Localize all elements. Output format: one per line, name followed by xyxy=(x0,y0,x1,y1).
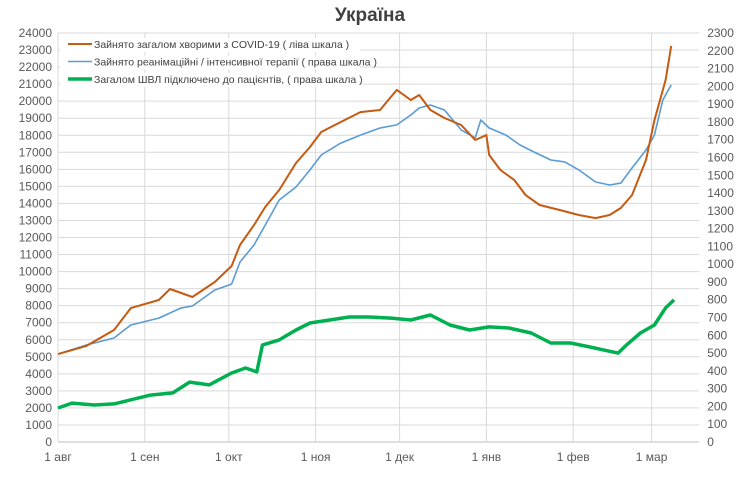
right-tick-label: 1100 xyxy=(707,239,733,253)
gridlines xyxy=(57,32,700,443)
left-tick-label: 23000 xyxy=(19,43,53,57)
left-tick-label: 2000 xyxy=(25,401,52,415)
right-tick-label: 900 xyxy=(707,275,727,289)
x-tick-label: 1 янв xyxy=(472,450,502,464)
x-tick-label: 1 дек xyxy=(385,450,415,464)
left-tick-label: 5000 xyxy=(25,350,52,364)
left-tick-label: 10000 xyxy=(19,265,53,279)
left-tick-label: 15000 xyxy=(19,179,53,193)
left-tick-label: 21000 xyxy=(19,77,53,91)
x-tick-label: 1 фев xyxy=(557,450,590,464)
left-tick-label: 11000 xyxy=(20,248,53,262)
legend-bg xyxy=(60,73,360,87)
legend-label-2: Загалом ШВЛ підключено до пацієнтів, ( п… xyxy=(94,74,363,86)
left-tick-label: 18000 xyxy=(19,128,53,142)
right-tick-label: 2000 xyxy=(707,79,734,93)
right-tick-label: 1900 xyxy=(707,97,734,111)
right-tick-label: 1600 xyxy=(707,150,734,164)
right-tick-label: 1300 xyxy=(707,204,734,218)
left-tick-label: 12000 xyxy=(19,231,53,245)
series-lines xyxy=(57,45,676,410)
left-tick-label: 6000 xyxy=(25,333,52,347)
series-line-2 xyxy=(57,298,676,410)
left-axis-ticks: 0 1000 2000 3000 4000 5000 6000 7000 8000 9000 100… xyxy=(19,26,53,449)
left-tick-label: 4000 xyxy=(25,367,52,381)
right-tick-label: 600 xyxy=(707,328,727,342)
right-tick-label: 1800 xyxy=(707,115,734,129)
left-tick-label: 7000 xyxy=(25,316,52,330)
x-tick-label: 1 ноя xyxy=(301,450,331,464)
left-tick-label: 17000 xyxy=(19,145,53,159)
left-tick-label: 9000 xyxy=(25,282,52,296)
right-tick-label: 1700 xyxy=(707,133,734,147)
left-tick-label: 24000 xyxy=(19,26,53,40)
legend-label-0: Зайнято загалом хворими з COVID-19 ( лів… xyxy=(94,39,349,51)
right-tick-label: 1500 xyxy=(707,168,734,182)
series-line-0 xyxy=(57,45,673,356)
right-axis-ticks: 0 100 200 300 400 500 600 700 800 900 1000 1100 1200… xyxy=(707,26,734,449)
right-tick-label: 1000 xyxy=(707,257,734,271)
x-tick-label: 1 авг xyxy=(44,450,72,464)
chart-title: Україна xyxy=(334,5,406,26)
right-tick-label: 300 xyxy=(707,382,727,396)
left-tick-label: 14000 xyxy=(19,196,53,210)
right-tick-label: 2200 xyxy=(707,44,734,58)
right-tick-label: 100 xyxy=(707,417,727,431)
legend: Зайнято загалом хворими з COVID-19 ( лів… xyxy=(60,38,377,87)
right-tick-label: 2300 xyxy=(707,26,734,40)
right-tick-label: 400 xyxy=(707,364,727,378)
legend-label-1: Зайнято реанімаційні / інтенсивної терап… xyxy=(94,57,377,69)
legend-bg xyxy=(60,38,360,52)
left-tick-label: 3000 xyxy=(25,384,52,398)
x-tick-label: 1 окт xyxy=(215,450,243,464)
left-tick-label: 19000 xyxy=(19,111,53,125)
left-tick-label: 8000 xyxy=(25,299,52,313)
left-tick-label: 16000 xyxy=(19,162,53,176)
x-axis-ticks: 1 авг 1 сен 1 окт 1 ноя 1 дек 1 янв 1 фев 1 мар xyxy=(44,450,667,464)
right-tick-label: 700 xyxy=(707,311,727,325)
left-tick-label: 20000 xyxy=(19,94,53,108)
right-tick-label: 200 xyxy=(707,399,727,413)
right-tick-label: 800 xyxy=(707,293,727,307)
left-tick-label: 1000 xyxy=(25,418,52,432)
right-tick-label: 500 xyxy=(707,346,727,360)
left-tick-label: 0 xyxy=(45,435,52,449)
left-tick-label: 22000 xyxy=(19,60,53,74)
right-tick-label: 1400 xyxy=(707,186,734,200)
right-tick-label: 1200 xyxy=(707,222,734,236)
right-tick-label: 2100 xyxy=(707,62,734,76)
left-tick-label: 13000 xyxy=(19,213,53,227)
series-line-1 xyxy=(57,84,672,355)
x-tick-label: 1 сен xyxy=(130,450,159,464)
legend-bg xyxy=(60,55,360,70)
right-tick-label: 0 xyxy=(707,435,714,449)
x-tick-label: 1 мар xyxy=(636,450,668,464)
